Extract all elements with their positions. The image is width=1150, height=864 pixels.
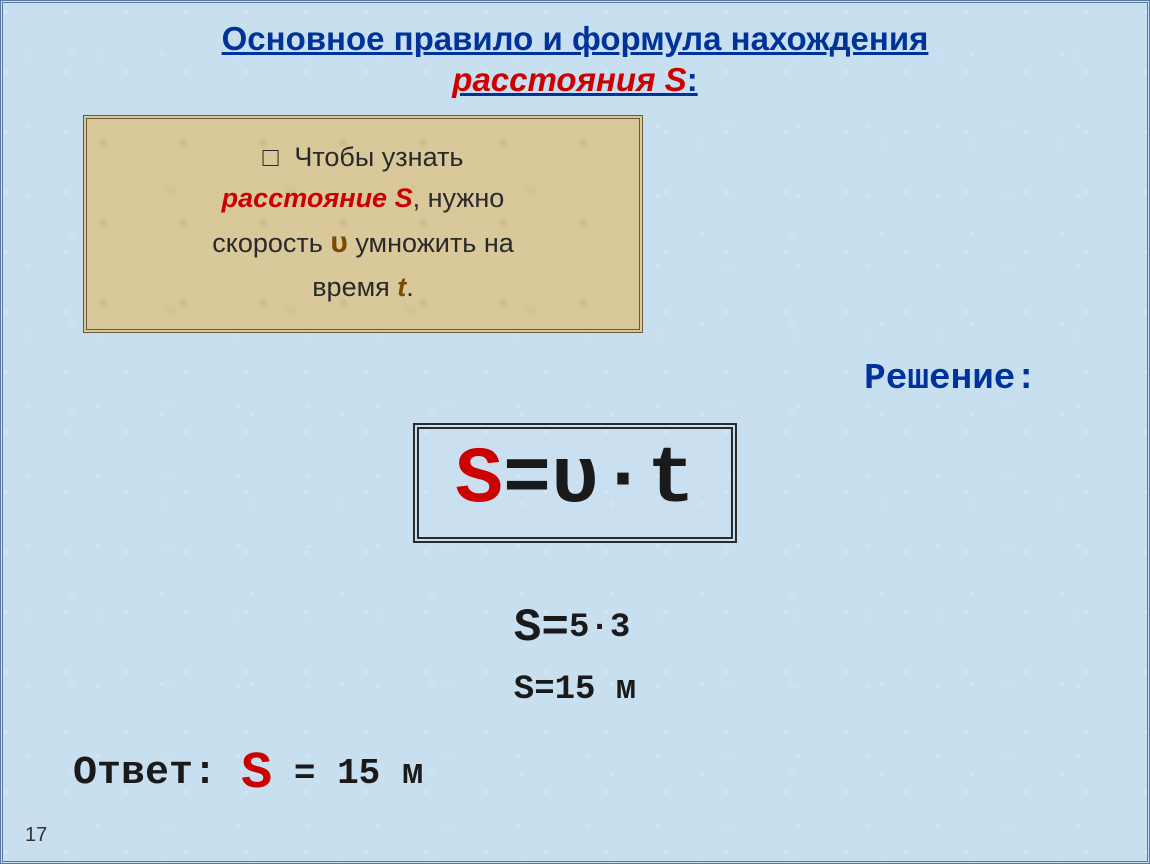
formula-box: S=υ·t — [413, 423, 737, 543]
symbol-t: t — [397, 272, 406, 302]
solution-label: Решение: — [864, 358, 1037, 399]
rule-part1: Чтобы узнать — [294, 142, 463, 172]
answer-rest: = 15 м — [272, 753, 423, 794]
rule-emphasis: расстояние S — [222, 183, 413, 213]
rule-box: □ Чтобы узнать расстояние S, нужно скоро… — [83, 115, 643, 333]
rule-part2: , нужно — [413, 183, 505, 213]
rule-part5: время — [312, 272, 390, 302]
title-colon: : — [687, 61, 698, 98]
bullet-icon: □ — [263, 142, 279, 172]
title-accent: расстояния S — [452, 61, 686, 98]
slide-title: Основное правило и формула нахождения ра… — [3, 3, 1147, 107]
page-number: 17 — [25, 824, 47, 847]
calc1-S: S= — [514, 602, 569, 654]
rule-part4: умножить на — [355, 228, 513, 258]
calculation: S=5·3 S=15 м — [514, 593, 636, 717]
calc-line-2: S=15 м — [514, 664, 636, 717]
title-line1: Основное правило и формула нахождения — [222, 20, 929, 57]
formula-S: S — [455, 435, 503, 526]
rule-part3: скорость — [212, 228, 323, 258]
calc-line-1: S=5·3 — [514, 593, 636, 664]
calc1-rest: 5·3 — [569, 609, 630, 647]
answer-line: Ответ: S = 15 м — [73, 744, 424, 803]
answer-label: Ответ: — [73, 751, 217, 796]
rule-dot: . — [406, 272, 414, 302]
formula-rest: =υ·t — [503, 435, 695, 526]
symbol-v: υ — [330, 226, 347, 259]
answer-S: S — [241, 744, 272, 803]
